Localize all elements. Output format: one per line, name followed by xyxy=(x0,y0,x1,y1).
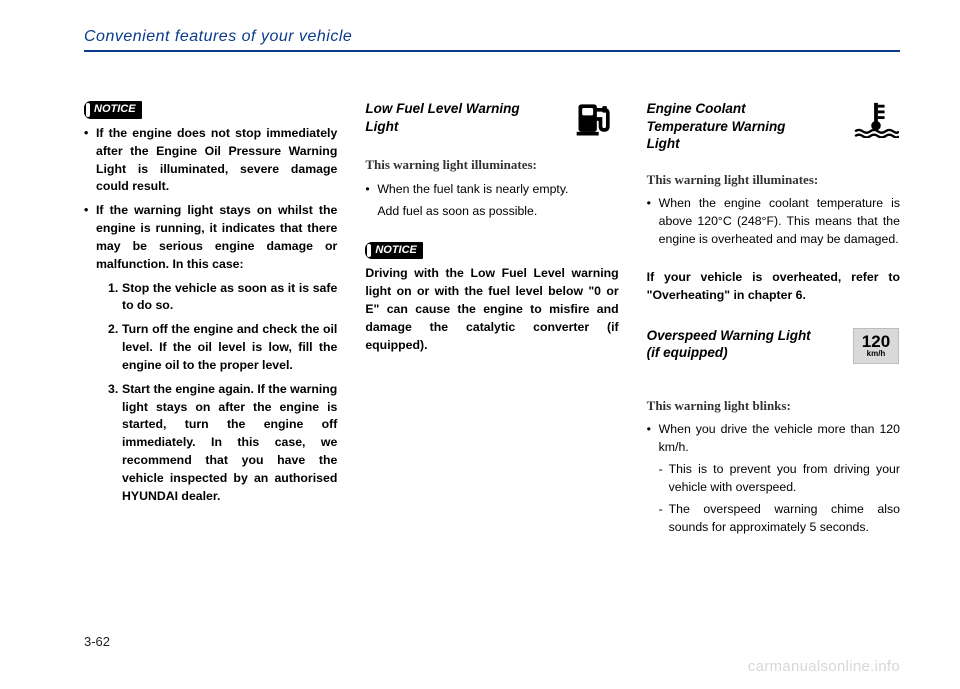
overspeed-dash-1: This is to prevent you from driving your… xyxy=(659,461,900,497)
notice-step-2: 2.Turn off the engine and check the oil … xyxy=(108,321,337,374)
low-fuel-head: Low Fuel Level Warning Light xyxy=(365,100,618,138)
fuel-pump-icon xyxy=(571,100,619,138)
notice-badge-2: NOTICE xyxy=(365,242,423,260)
low-fuel-title: Low Fuel Level Warning Light xyxy=(365,100,535,135)
low-fuel-subhead: This warning light illuminates: xyxy=(365,156,618,175)
notice-step-3: 3.Start the engine again. If the warning… xyxy=(108,381,337,506)
watermark: carmanualsonline.info xyxy=(748,658,900,675)
page-header: Convenient features of your vehicle xyxy=(84,28,900,50)
overspeed-bullet: When you drive the vehicle more than 120… xyxy=(647,421,900,536)
low-fuel-bullet: When the fuel tank is nearly empty. Add … xyxy=(365,181,618,221)
manual-page: Convenient features of your vehicle NOTI… xyxy=(0,0,960,689)
coolant-subhead: This warning light illuminates: xyxy=(647,171,900,190)
notice-body: If the engine does not stop immediately … xyxy=(84,125,337,506)
coolant-refer: If your vehicle is overheated, refer to … xyxy=(647,269,900,305)
coolant-temp-icon xyxy=(852,100,900,138)
column-3: Engine Coolant Temperature Warning Light… xyxy=(647,100,900,542)
overspeed-icon: 120 km/h xyxy=(852,327,900,365)
header-title: Convenient features of your vehicle xyxy=(84,28,352,45)
coolant-head: Engine Coolant Temperature Warning Light xyxy=(647,100,900,153)
notice-bullet-2: If the warning light stays on whilst the… xyxy=(84,202,337,505)
overspeed-title: Overspeed Warning Light (if equipped) xyxy=(647,327,817,362)
header-rule xyxy=(84,50,900,52)
notice-badge: NOTICE xyxy=(84,101,142,119)
coolant-title: Engine Coolant Temperature Warning Light xyxy=(647,100,817,153)
overspeed-subhead: This warning light blinks: xyxy=(647,397,900,416)
notice-bullet-1: If the engine does not stop immediately … xyxy=(84,125,337,196)
low-fuel-notice-body: Driving with the Low Fuel Level warning … xyxy=(365,265,618,354)
column-1: NOTICE If the engine does not stop immed… xyxy=(84,100,337,542)
content-columns: NOTICE If the engine does not stop immed… xyxy=(84,100,900,542)
coolant-bullet: When the engine coolant temperature is a… xyxy=(647,195,900,248)
overspeed-head: Overspeed Warning Light (if equipped) 12… xyxy=(647,327,900,365)
notice-step-1: 1.Stop the vehicle as soon as it is safe… xyxy=(108,280,337,316)
column-2: Low Fuel Level Warning Light This warnin… xyxy=(365,100,618,542)
page-number: 3-62 xyxy=(84,634,110,649)
overspeed-dash-2: The overspeed warning chime also sounds … xyxy=(659,501,900,537)
